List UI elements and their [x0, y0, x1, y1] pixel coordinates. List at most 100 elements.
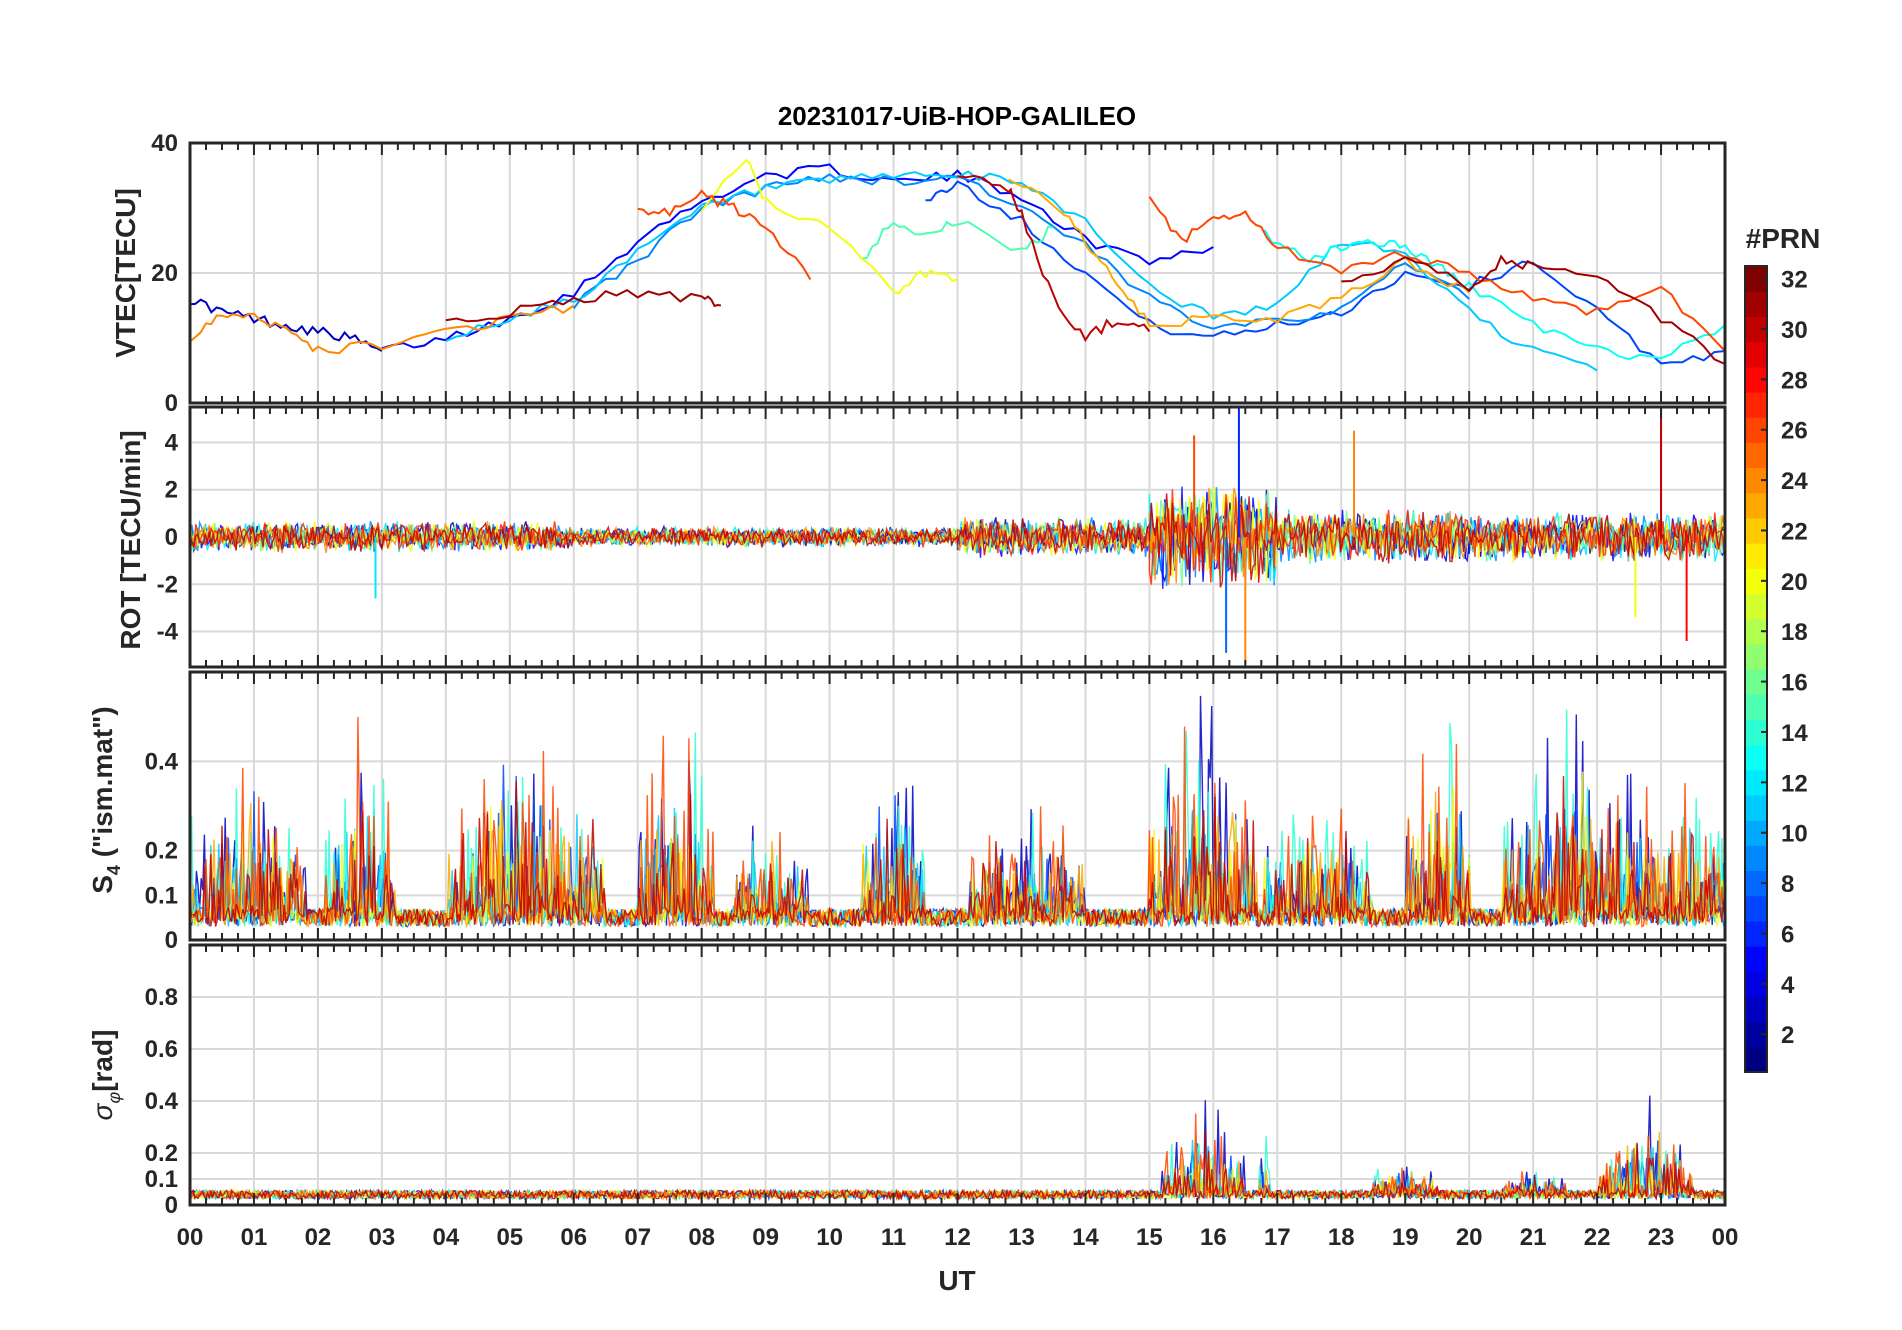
colorbar-tick-label: 24 — [1781, 468, 1808, 495]
panel-rot: -4 -2 0 2 4 ROT [TECU/min] — [115, 405, 1727, 669]
colorbar-swatch-28 — [1745, 366, 1767, 393]
colorbar-tick-label: 20 — [1781, 569, 1808, 596]
colorbar-swatch-22 — [1745, 517, 1767, 544]
series-line-prn-13 — [1263, 229, 1726, 361]
colorbar-swatch-14 — [1745, 719, 1767, 746]
panel-s4: 0 0.1 0.2 0.4 S4 ("ism.mat") — [87, 670, 1727, 954]
y-tick-label-rot: 2 — [165, 477, 178, 504]
x-tick-label: 17 — [1264, 1224, 1291, 1251]
colorbar-tick-label: 4 — [1781, 972, 1795, 999]
colorbar-swatch-3 — [1745, 996, 1767, 1023]
y-tick-label-rot: -4 — [157, 619, 179, 646]
colorbar-swatch-19 — [1745, 593, 1767, 620]
colorbar-swatch-16 — [1745, 669, 1767, 695]
colorbar-swatch-31 — [1745, 291, 1767, 317]
x-tick-labels: 00 01 02 03 04 05 06 07 08 09 10 11 12 13 14 15 16 17 18 19… — [177, 1224, 1739, 1251]
series-line-prn-11 — [445, 170, 1598, 372]
x-tick-label: 16 — [1200, 1224, 1227, 1251]
colorbar-swatch-15 — [1745, 694, 1767, 720]
ylabel-rot: ROT [TECU/min] — [115, 430, 146, 649]
colorbar-tick-label: 12 — [1781, 770, 1808, 797]
rot-trace-prn-30 — [189, 493, 1725, 588]
x-tick-label: 13 — [1008, 1224, 1035, 1251]
y-tick-label-sigma_phi: 0.1 — [145, 1166, 178, 1193]
colorbar-swatch-8 — [1745, 870, 1767, 897]
chart-title: 20231017-UiB-HOP-GALILEO — [778, 101, 1136, 131]
series-line-prn-3 — [189, 298, 383, 352]
x-tick-label: 21 — [1520, 1224, 1547, 1251]
x-tick-label: 09 — [752, 1224, 779, 1251]
s4-trace-prn-26 — [189, 716, 1726, 929]
colorbar-swatch-5 — [1745, 946, 1767, 972]
x-tick-label: 15 — [1136, 1224, 1163, 1251]
colorbar-swatch-4 — [1745, 971, 1767, 998]
colorbar-frame — [1744, 265, 1768, 1073]
x-tick-label: 14 — [1072, 1224, 1099, 1251]
x-tick-label: 00 — [177, 1224, 204, 1251]
x-tick-label: 04 — [432, 1224, 459, 1251]
colorbar-swatch-23 — [1745, 492, 1767, 519]
ylabel-sigma-phi: σφ[rad] — [87, 1030, 124, 1121]
colorbar-swatch-1 — [1745, 1046, 1767, 1073]
series-line-prn-26 — [637, 189, 812, 281]
y-tick-label-s4: 0.2 — [145, 838, 178, 865]
colorbar-tick-label: 30 — [1781, 317, 1808, 344]
x-tick-label: 18 — [1328, 1224, 1355, 1251]
ylabel-s4: S4 ("ism.mat") — [87, 706, 124, 894]
xlabel: UT — [938, 1265, 975, 1296]
series-line-prn-20 — [700, 158, 958, 295]
series-line-prn-30 — [957, 174, 1151, 343]
y-tick-label-vtec: 20 — [151, 260, 178, 287]
y-tick-label-vtec: 0 — [165, 390, 178, 417]
x-tick-label: 07 — [624, 1224, 651, 1251]
y-tick-label-vtec: 40 — [151, 130, 178, 157]
y-tick-label-sigma_phi: 0.4 — [145, 1088, 179, 1115]
colorbar-swatch-29 — [1745, 341, 1767, 368]
colorbar-swatch-30 — [1745, 316, 1767, 343]
x-tick-label: 22 — [1584, 1224, 1611, 1251]
series-line-prn-24 — [189, 304, 575, 355]
colorbar-tick-label: 18 — [1781, 619, 1808, 646]
y-tick-label-sigma_phi: 0.2 — [145, 1140, 178, 1167]
y-tick-label-sigma_phi: 0.6 — [145, 1036, 178, 1063]
colorbar-swatch-12 — [1745, 769, 1767, 796]
colorbar-tick-label: 2 — [1781, 1022, 1794, 1049]
colorbar-tick-label: 10 — [1781, 821, 1808, 848]
x-tick-label: 00 — [1712, 1224, 1739, 1251]
series-line-prn-15 — [861, 220, 1054, 260]
x-tick-label: 10 — [816, 1224, 843, 1251]
x-tick-label: 01 — [241, 1224, 268, 1251]
s4-trace-prn-30 — [189, 776, 1726, 929]
x-tick-label: 12 — [944, 1224, 971, 1251]
x-tick-label: 06 — [560, 1224, 587, 1251]
series-line-prn-9 — [572, 173, 1470, 330]
panel-sigma-phi: 00.10.2 0.4 0.6 0.8 σφ[rad] — [87, 943, 1727, 1219]
colorbar-swatch-9 — [1745, 845, 1767, 872]
y-tick-label-sigma_phi: 0.8 — [145, 984, 178, 1011]
colorbar-swatch-21 — [1745, 543, 1767, 569]
colorbar-title: #PRN — [1746, 223, 1821, 254]
colorbar-tick-label: 22 — [1781, 518, 1808, 545]
series-line-prn-31 — [445, 288, 722, 323]
colorbar-swatch-6 — [1745, 920, 1767, 947]
x-tick-label: 02 — [305, 1224, 332, 1251]
series-line-prn-26 — [1148, 196, 1726, 352]
colorbar-swatch-27 — [1745, 391, 1767, 418]
colorbar-tick-label: 28 — [1781, 367, 1808, 394]
x-tick-label: 20 — [1456, 1224, 1483, 1251]
ylabel-vtec: VTEC[TECU] — [110, 188, 141, 358]
y-tick-label-s4: 0.4 — [145, 748, 179, 775]
colorbar-swatch-25 — [1745, 442, 1767, 469]
colorbar-swatch-26 — [1745, 417, 1767, 443]
colorbar-swatch-11 — [1745, 794, 1767, 821]
y-tick-label-rot: -2 — [157, 571, 178, 598]
y-tick-label-s4: 0.1 — [145, 882, 178, 909]
colorbar-swatch-2 — [1745, 1021, 1767, 1048]
colorbar-tick-label: 6 — [1781, 921, 1794, 948]
colorbar-swatch-24 — [1745, 467, 1767, 494]
colorbar-tick-label: 16 — [1781, 670, 1808, 697]
x-tick-label: 03 — [369, 1224, 396, 1251]
colorbar-swatch-13 — [1745, 744, 1767, 771]
colorbar-tick-label: 8 — [1781, 871, 1794, 898]
